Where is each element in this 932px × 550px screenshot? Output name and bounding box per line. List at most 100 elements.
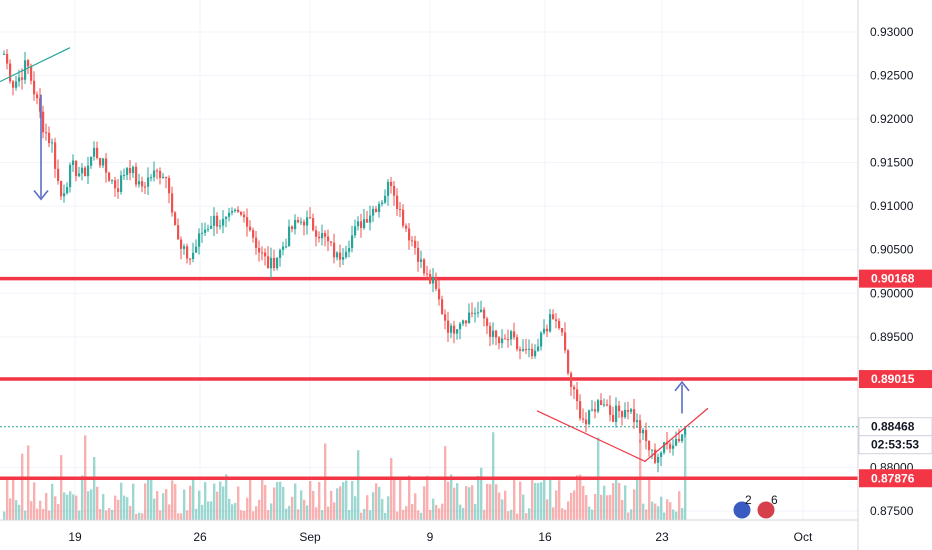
volume-bar: [210, 501, 213, 520]
candle-body: [117, 188, 120, 192]
price-tick-label: 0.91000: [870, 199, 914, 213]
candle-body: [105, 158, 108, 173]
candle-body: [297, 219, 300, 223]
flag-icon: [756, 500, 776, 520]
candle-body: [120, 175, 123, 192]
candle-body: [96, 147, 99, 158]
volume-bar: [153, 498, 156, 520]
volume-bar: [570, 492, 573, 520]
candle-body: [381, 202, 384, 204]
candle-body: [540, 332, 543, 347]
candle-body: [456, 329, 459, 334]
volume-bar: [360, 512, 363, 520]
volume-bar: [57, 504, 60, 520]
volume-bar: [420, 512, 423, 520]
candle-body: [564, 332, 567, 351]
flag-icon: [732, 500, 752, 520]
candle-body: [369, 215, 372, 223]
candle-body: [660, 452, 663, 457]
candle-body: [180, 239, 183, 249]
volume-bar: [483, 509, 486, 520]
candle-body: [288, 226, 291, 247]
candle-body: [480, 309, 483, 313]
time-tick-label: Sep: [299, 530, 321, 544]
volume-bar: [207, 501, 210, 520]
candle-body: [87, 165, 90, 177]
candle-body: [498, 337, 501, 344]
candle-body: [300, 221, 303, 223]
candle-body: [618, 405, 621, 412]
volume-bar: [474, 503, 477, 520]
last-price-label: 0.88468: [871, 420, 915, 434]
candle-body: [543, 328, 546, 333]
event-count: 2: [745, 493, 752, 507]
candle-body: [168, 177, 171, 194]
price-tick-label: 0.89500: [870, 330, 914, 344]
volume-bar: [180, 513, 183, 520]
candle-body: [597, 400, 600, 412]
volume-bar: [18, 504, 21, 520]
candle-body: [327, 236, 330, 242]
candle-body: [102, 158, 105, 166]
volume-bar: [51, 483, 54, 520]
candle-body: [222, 218, 225, 226]
time-axis[interactable]: 19 26 Sep 9 16 23 Oct: [68, 530, 813, 544]
event-count: 6: [771, 493, 778, 507]
candle-body: [576, 389, 579, 402]
volume-bar: [486, 483, 489, 520]
volume-bar: [123, 495, 126, 520]
candle-body: [63, 193, 66, 197]
volume-bar: [291, 496, 294, 520]
candle-body: [348, 248, 351, 252]
volume-bar: [261, 477, 264, 520]
volume-bar: [579, 474, 582, 520]
candle-body: [585, 419, 588, 425]
price-axis[interactable]: 0.93000 0.92500 0.92000 0.91500 0.91000 0.905…: [870, 25, 914, 518]
volume-bar: [660, 496, 663, 520]
volume-bar: [243, 510, 246, 520]
candle-body: [609, 405, 612, 415]
candle-body: [435, 277, 438, 289]
candle-body: [273, 257, 276, 269]
candle-body: [681, 434, 684, 442]
volume-bar: [255, 506, 258, 520]
candle-body: [99, 157, 102, 166]
candle-body: [408, 228, 411, 241]
volume-bar: [609, 494, 612, 520]
candle-body: [216, 215, 219, 227]
volume-bar: [171, 480, 174, 520]
volume-bar: [189, 485, 192, 520]
volume-bar: [282, 486, 285, 520]
candle-body: [132, 166, 135, 174]
volume-bar: [408, 475, 411, 520]
volume-bar: [585, 495, 588, 520]
candle-body: [240, 211, 243, 215]
candle-body: [432, 277, 435, 284]
candle-body: [330, 241, 333, 243]
candle-body: [84, 167, 87, 177]
candle-body: [312, 218, 315, 231]
candle-body: [234, 209, 237, 212]
volume-bar: [279, 481, 282, 520]
candle-body: [519, 349, 522, 351]
candle-body: [495, 330, 498, 338]
candle-body: [417, 247, 420, 262]
volume-bar: [627, 512, 630, 520]
volume-bar: [414, 493, 417, 520]
candle-body: [138, 181, 141, 185]
candle-body: [375, 208, 378, 212]
volume-bar: [66, 494, 69, 520]
candle-body: [345, 251, 348, 258]
candle-body: [9, 63, 12, 82]
candle-body: [672, 445, 675, 449]
volume-bar: [303, 499, 306, 520]
volume-bar: [138, 512, 141, 520]
volume-bar: [276, 482, 279, 520]
candle-body: [603, 404, 606, 406]
candle-body: [552, 314, 555, 320]
candle-body: [282, 246, 285, 250]
volume-bar: [525, 513, 528, 520]
volume-bar: [198, 490, 201, 520]
